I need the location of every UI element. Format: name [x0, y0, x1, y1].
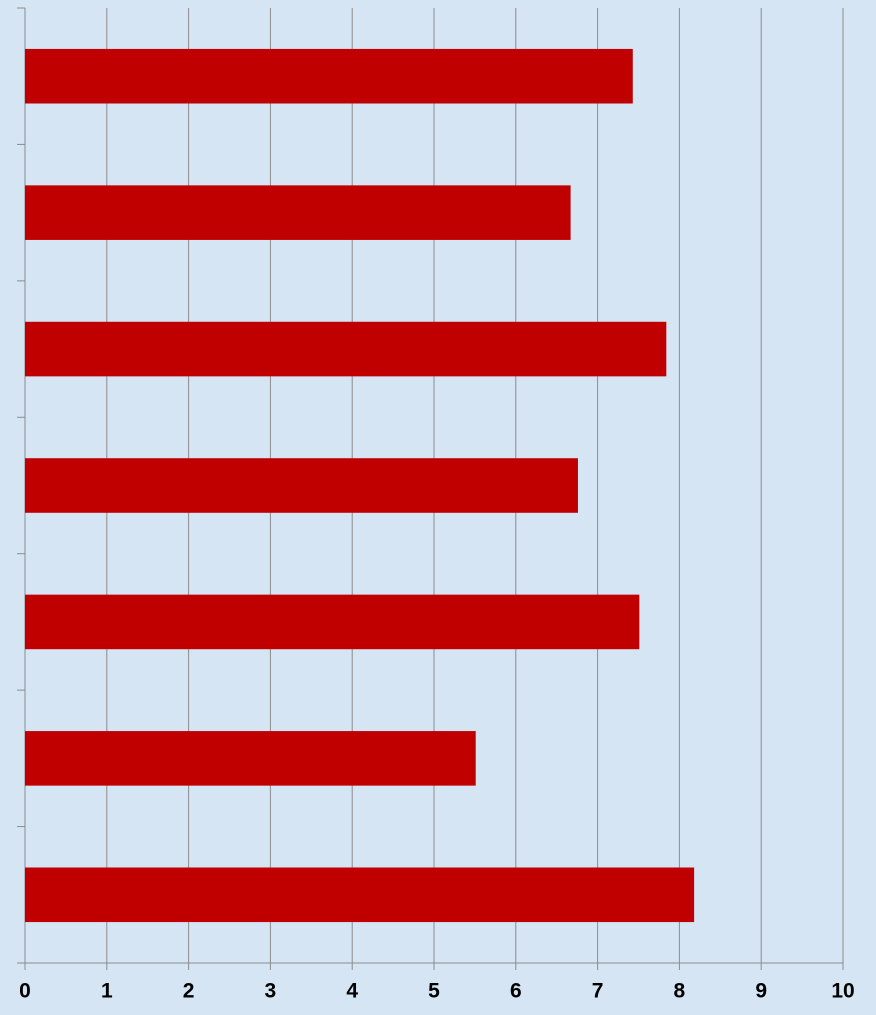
x-tick-label: 5 [428, 980, 440, 1003]
bar [25, 321, 667, 377]
x-tick-label: 1 [101, 980, 113, 1003]
x-tick-label: 4 [346, 980, 358, 1003]
bar [25, 867, 695, 923]
x-tick-label: 7 [592, 980, 604, 1003]
bar [25, 594, 640, 650]
x-tick-label: 6 [510, 980, 522, 1003]
bar [25, 731, 476, 786]
bar [25, 458, 578, 513]
x-tick-label: 0 [19, 980, 31, 1003]
x-tick-label: 2 [183, 980, 195, 1003]
x-tick-label: 3 [265, 980, 277, 1003]
bar [25, 48, 633, 104]
x-tick-label: 8 [674, 980, 686, 1003]
x-tick-label: 10 [831, 980, 854, 1003]
x-tick-label: 9 [755, 980, 767, 1003]
bar [25, 185, 571, 240]
